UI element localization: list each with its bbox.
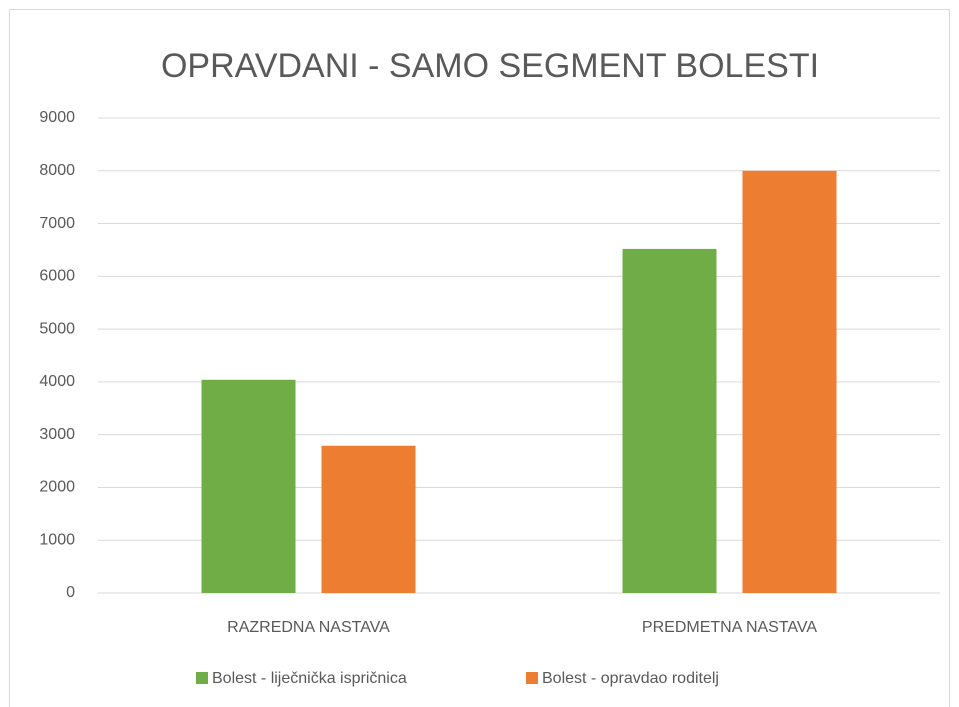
y-tick-label: 5000: [39, 320, 75, 337]
bar: [622, 248, 717, 593]
y-tick-label: 0: [66, 584, 75, 601]
y-tick-label: 7000: [39, 215, 75, 232]
bar: [321, 445, 416, 593]
legend-label: Bolest - opravdao roditelj: [542, 670, 719, 687]
y-tick-label: 3000: [39, 426, 75, 443]
legend-label: Bolest - liječnička ispričnica: [212, 670, 407, 687]
y-tick-label: 1000: [39, 531, 75, 548]
legend-swatch: [196, 672, 208, 684]
x-tick-label: PREDMETNA NASTAVA: [642, 619, 817, 636]
y-tick-label: 2000: [39, 479, 75, 496]
y-tick-label: 9000: [39, 109, 75, 126]
x-tick-label: RAZREDNA NASTAVA: [227, 619, 390, 636]
y-tick-label: 4000: [39, 373, 75, 390]
legend-swatch: [526, 672, 538, 684]
y-tick-label: 6000: [39, 268, 75, 285]
y-tick-label: 8000: [39, 162, 75, 179]
chart-title: OPRAVDANI - SAMO SEGMENT BOLESTI: [161, 47, 819, 85]
bar: [742, 170, 837, 593]
bar: [201, 379, 296, 593]
